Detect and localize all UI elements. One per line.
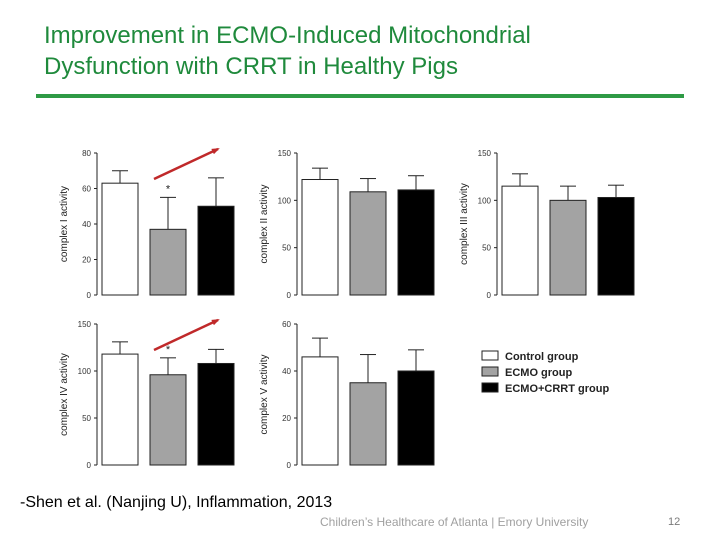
- trend-arrow: [153, 318, 220, 352]
- page-number: 12: [668, 516, 681, 528]
- y-tick-label: 150: [278, 149, 292, 158]
- bar-chart-4: 0 50 100 150 complex IV activity *: [59, 318, 235, 470]
- y-tick-label: 100: [478, 196, 492, 205]
- y-tick-label: 150: [478, 149, 492, 158]
- legend-label: ECMO group: [505, 367, 572, 379]
- legend-swatch: [481, 382, 499, 393]
- y-tick-label: 150: [78, 320, 92, 329]
- bar-1: [301, 356, 339, 466]
- footer-text: Children’s Healthcare of Atlanta | Emory…: [320, 515, 589, 529]
- y-tick-label: 50: [482, 244, 491, 253]
- bar-chart-1: 0 20 40 60 80 complex I activity *: [59, 147, 235, 300]
- bar-3: [197, 205, 235, 296]
- y-tick-label: 0: [87, 461, 92, 470]
- bar-3: [597, 196, 635, 296]
- title-divider: [36, 94, 684, 98]
- bar-3: [197, 362, 235, 466]
- bar-2: [549, 199, 587, 296]
- bar-2: [149, 228, 187, 296]
- y-tick-label: 60: [82, 185, 91, 194]
- y-tick-label: 60: [282, 320, 291, 329]
- y-tick-label: 50: [82, 414, 91, 423]
- y-tick-label: 0: [487, 291, 492, 300]
- y-tick-label: 20: [82, 256, 91, 265]
- y-tick-label: 100: [278, 196, 292, 205]
- citation-text: -Shen et al. (Nanjing U), Inflammation, …: [20, 494, 333, 511]
- bar-chart-2: 0 50 100 150 complex II activity: [259, 149, 435, 300]
- title-line-2: Dysfunction with CRRT in Healthy Pigs: [44, 53, 458, 80]
- trend-arrow: [153, 147, 220, 181]
- bar-chart-5: 0 20 40 60 complex V activity: [259, 320, 435, 470]
- legend-label: Control group: [505, 351, 579, 363]
- y-axis-label: complex IV activity: [59, 353, 70, 436]
- y-tick-label: 0: [287, 461, 292, 470]
- y-tick-label: 50: [282, 244, 291, 253]
- bar-2: [349, 191, 387, 296]
- y-axis-label: complex V activity: [259, 354, 270, 434]
- y-axis-label: complex I activity: [59, 186, 70, 262]
- legend-label: ECMO+CRRT group: [505, 383, 609, 395]
- bar-2: [349, 382, 387, 466]
- y-tick-label: 40: [282, 367, 291, 376]
- chart-legend: Control group ECMO group ECMO+CRRT group: [481, 350, 609, 395]
- significance-marker: *: [166, 183, 171, 195]
- bar-2: [149, 374, 187, 466]
- bar-1: [301, 179, 339, 296]
- y-tick-label: 80: [82, 149, 91, 158]
- significance-marker: *: [166, 344, 171, 356]
- bar-3: [397, 189, 435, 296]
- y-tick-label: 0: [87, 291, 92, 300]
- slide-title: Improvement in ECMO-Induced Mitochondria…: [44, 20, 684, 82]
- y-tick-label: 100: [78, 367, 92, 376]
- title-line-1: Improvement in ECMO-Induced Mitochondria…: [44, 22, 531, 49]
- y-axis-label: complex II activity: [259, 185, 270, 264]
- y-tick-label: 0: [287, 291, 292, 300]
- y-tick-label: 20: [282, 414, 291, 423]
- bar-1: [101, 182, 139, 296]
- bar-3: [397, 370, 435, 466]
- y-tick-label: 40: [82, 220, 91, 229]
- legend-swatch: [481, 350, 499, 361]
- y-axis-label: complex III activity: [459, 183, 470, 265]
- bar-chart-3: 0 50 100 150 complex III activity: [459, 149, 635, 300]
- bar-1: [101, 353, 139, 466]
- legend-swatch: [481, 366, 499, 377]
- bar-1: [501, 185, 539, 296]
